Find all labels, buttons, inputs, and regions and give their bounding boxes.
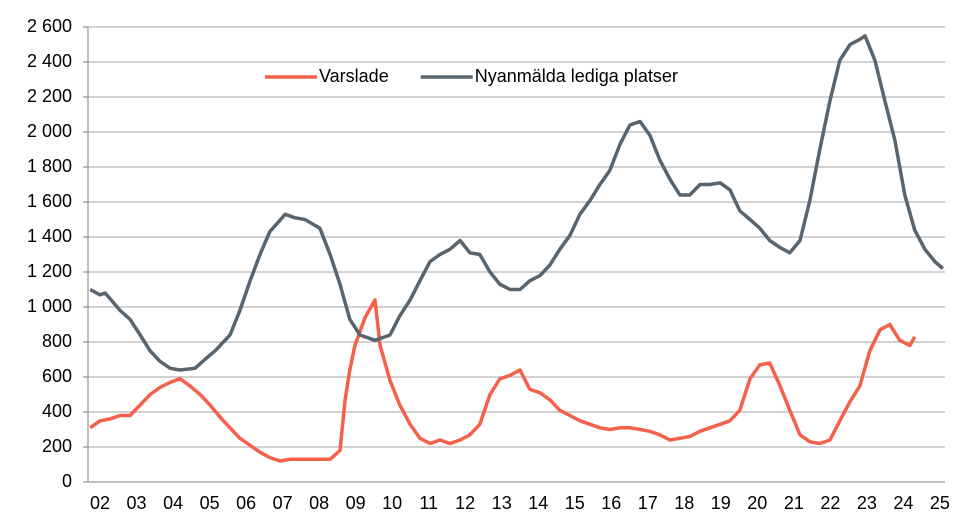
y-tick-label: 2 000 bbox=[27, 121, 72, 141]
x-tick-label: 02 bbox=[90, 493, 110, 513]
x-tick-label: 22 bbox=[820, 493, 840, 513]
x-tick-label: 20 bbox=[747, 493, 767, 513]
series-line bbox=[89, 298, 917, 463]
x-tick-label: 04 bbox=[163, 493, 183, 513]
x-tick-label: 13 bbox=[492, 493, 512, 513]
x-tick-label: 21 bbox=[784, 493, 804, 513]
x-tick-label: 14 bbox=[528, 493, 548, 513]
x-tick-label: 18 bbox=[674, 493, 694, 513]
x-tick-label: 23 bbox=[857, 493, 877, 513]
x-tick-label: 11 bbox=[419, 493, 438, 513]
y-tick-label: 600 bbox=[42, 366, 72, 386]
x-tick-label: 24 bbox=[893, 493, 913, 513]
legend-label: Nyanmälda lediga platser bbox=[475, 66, 678, 86]
y-tick-label: 1 000 bbox=[27, 296, 72, 316]
y-tick-label: 200 bbox=[42, 436, 72, 456]
x-tick-label: 05 bbox=[200, 493, 220, 513]
x-tick-label: 12 bbox=[455, 493, 475, 513]
x-tick-label: 10 bbox=[382, 493, 402, 513]
y-tick-label: 2 600 bbox=[27, 16, 72, 36]
y-tick-label: 1 600 bbox=[27, 191, 72, 211]
x-tick-label: 07 bbox=[273, 493, 293, 513]
x-tick-label: 06 bbox=[236, 493, 256, 513]
x-tick-label: 08 bbox=[309, 493, 329, 513]
y-tick-label: 1 200 bbox=[27, 261, 72, 281]
y-tick-label: 0 bbox=[62, 471, 72, 491]
x-tick-label: 25 bbox=[930, 493, 950, 513]
x-tick-label: 17 bbox=[638, 493, 658, 513]
x-tick-label: 19 bbox=[711, 493, 731, 513]
y-tick-label: 2 200 bbox=[27, 86, 72, 106]
y-tick-label: 800 bbox=[42, 331, 72, 351]
x-tick-label: 15 bbox=[565, 493, 585, 513]
y-tick-label: 2 400 bbox=[27, 51, 72, 71]
x-tick-label: 16 bbox=[601, 493, 621, 513]
y-tick-label: 400 bbox=[42, 401, 72, 421]
y-tick-label: 1 800 bbox=[27, 156, 72, 176]
x-tick-label: 03 bbox=[127, 493, 147, 513]
series-line bbox=[89, 34, 944, 372]
x-tick-label: 09 bbox=[346, 493, 366, 513]
y-tick-label: 1 400 bbox=[27, 226, 72, 246]
legend-label: Varslade bbox=[319, 66, 389, 86]
